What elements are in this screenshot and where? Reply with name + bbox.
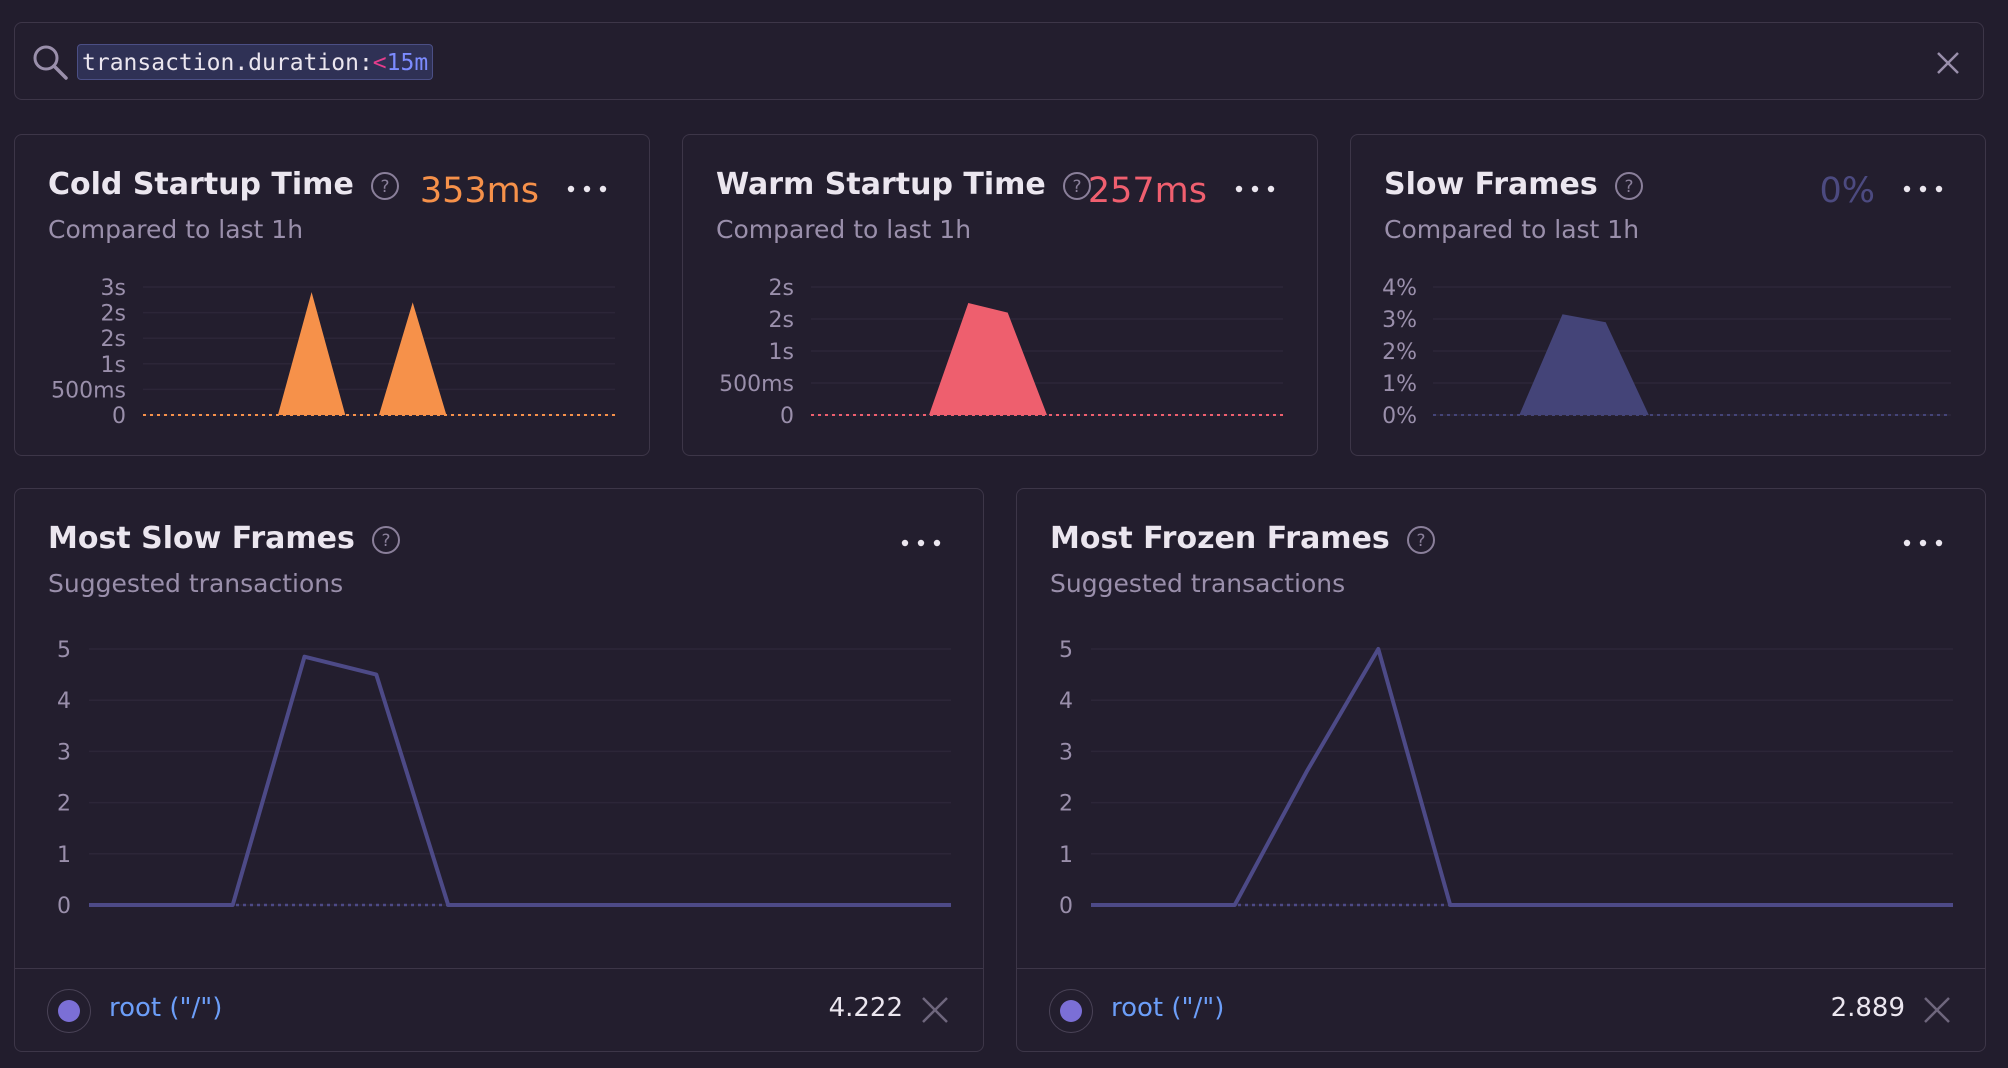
warm-startup-card: Warm Startup Time ? Compared to last 1h … [682,134,1318,456]
ellipsis-icon[interactable] [1901,537,1945,549]
card-title: Most Frozen Frames [1050,521,1390,556]
svg-text:?: ? [381,531,390,551]
card-title: Slow Frames [1384,167,1598,202]
card-title: Most Slow Frames [48,521,355,556]
legend-value: 2.889 [1830,993,1905,1023]
svg-text:?: ? [1072,177,1081,197]
close-icon[interactable] [1923,996,1951,1024]
close-icon[interactable] [1933,48,1963,78]
y-tick-label: 4 [57,689,71,714]
y-tick-label: 500ms [51,378,126,403]
y-tick-label: 2 [1059,792,1073,817]
y-tick-label: 1% [1382,372,1417,397]
transaction-link[interactable]: root ("/") [109,993,223,1023]
card-value: 0% [1819,171,1875,211]
query-key: transaction.duration: [82,50,373,76]
y-tick-label: 2s [769,308,794,333]
y-tick-label: 0% [1382,404,1417,429]
y-tick-label: 1 [1059,843,1073,868]
y-tick-label: 2s [101,302,126,327]
card-chart: 2s 2s 1s 500ms 0 [719,276,1284,429]
help-icon[interactable]: ? [371,525,401,555]
ellipsis-icon[interactable] [899,537,943,549]
transaction-link[interactable]: root ("/") [1111,993,1225,1023]
card-subtitle: Compared to last 1h [716,215,972,244]
y-tick-label: 3 [1059,740,1073,765]
y-tick-label: 0 [57,894,71,919]
y-tick-label: 1s [769,340,794,365]
y-tick-label: 4 [1059,689,1073,714]
help-icon[interactable]: ? [370,171,400,201]
search-query-token[interactable]: transaction.duration:<15m [77,44,434,80]
series-area [143,292,615,415]
y-tick-label: 0 [1059,894,1073,919]
svg-text:?: ? [1416,531,1425,551]
most-slow-frames-card: Most Slow Frames ? Suggested transaction… [14,488,984,1052]
ellipsis-icon[interactable] [1901,183,1945,195]
help-icon[interactable]: ? [1406,525,1436,555]
y-tick-label: 5 [1059,638,1073,663]
query-operator: < [372,50,387,76]
most-frozen-frames-card: Most Frozen Frames ? Suggested transacti… [1016,488,1986,1052]
y-tick-label: 2% [1382,340,1417,365]
card-chart: 5 4 3 2 1 0 [1059,638,1954,919]
card-subtitle: Compared to last 1h [48,215,304,244]
y-tick-label: 4% [1382,276,1417,301]
ellipsis-icon[interactable] [1233,183,1277,195]
series-dot[interactable] [47,989,91,1033]
y-tick-label: 3s [101,276,126,301]
y-tick-label: 500ms [719,372,794,397]
y-tick-label: 2 [57,792,71,817]
close-icon[interactable] [921,996,949,1024]
svg-text:?: ? [380,177,389,197]
slow-frames-card: Slow Frames ? Compared to last 1h 0% 4% 3… [1350,134,1986,456]
y-tick-label: 1 [57,843,71,868]
y-tick-label: 0 [780,404,794,429]
card-chart: 5 4 3 2 1 0 [57,638,952,919]
search-icon [33,45,68,80]
series-dot[interactable] [1049,989,1093,1033]
card-subtitle: Suggested transactions [1050,569,1346,598]
y-tick-label: 2s [101,327,126,352]
search-bar[interactable]: transaction.duration:<15m [14,22,1984,100]
query-value: 15m [386,50,429,76]
y-tick-label: 2s [769,276,794,301]
legend-row: root ("/") 2.889 [1017,968,1985,1051]
y-tick-label: 1s [101,353,126,378]
y-tick-label: 0 [112,404,126,429]
y-tick-label: 5 [57,638,71,663]
card-subtitle: Compared to last 1h [1384,215,1640,244]
help-icon[interactable]: ? [1062,171,1092,201]
card-title: Warm Startup Time [716,167,1046,202]
card-chart: 4% 3% 2% 1% 0% [1382,276,1952,429]
legend-value: 4.222 [828,993,903,1023]
ellipsis-icon[interactable] [565,183,609,195]
help-icon[interactable]: ? [1614,171,1644,201]
y-tick-label: 3% [1382,308,1417,333]
card-value: 353ms [419,171,539,211]
series-area [1433,314,1951,415]
cold-startup-card: Cold Startup Time ? Compared to last 1h … [14,134,650,456]
card-subtitle: Suggested transactions [48,569,344,598]
y-tick-label: 3 [57,740,71,765]
series-line [89,654,951,907]
series-line [1091,647,1953,907]
card-value: 257ms [1087,171,1207,211]
svg-text:?: ? [1624,177,1633,197]
card-title: Cold Startup Time [48,167,354,202]
series-area [811,303,1283,415]
legend-row: root ("/") 4.222 [15,968,983,1051]
